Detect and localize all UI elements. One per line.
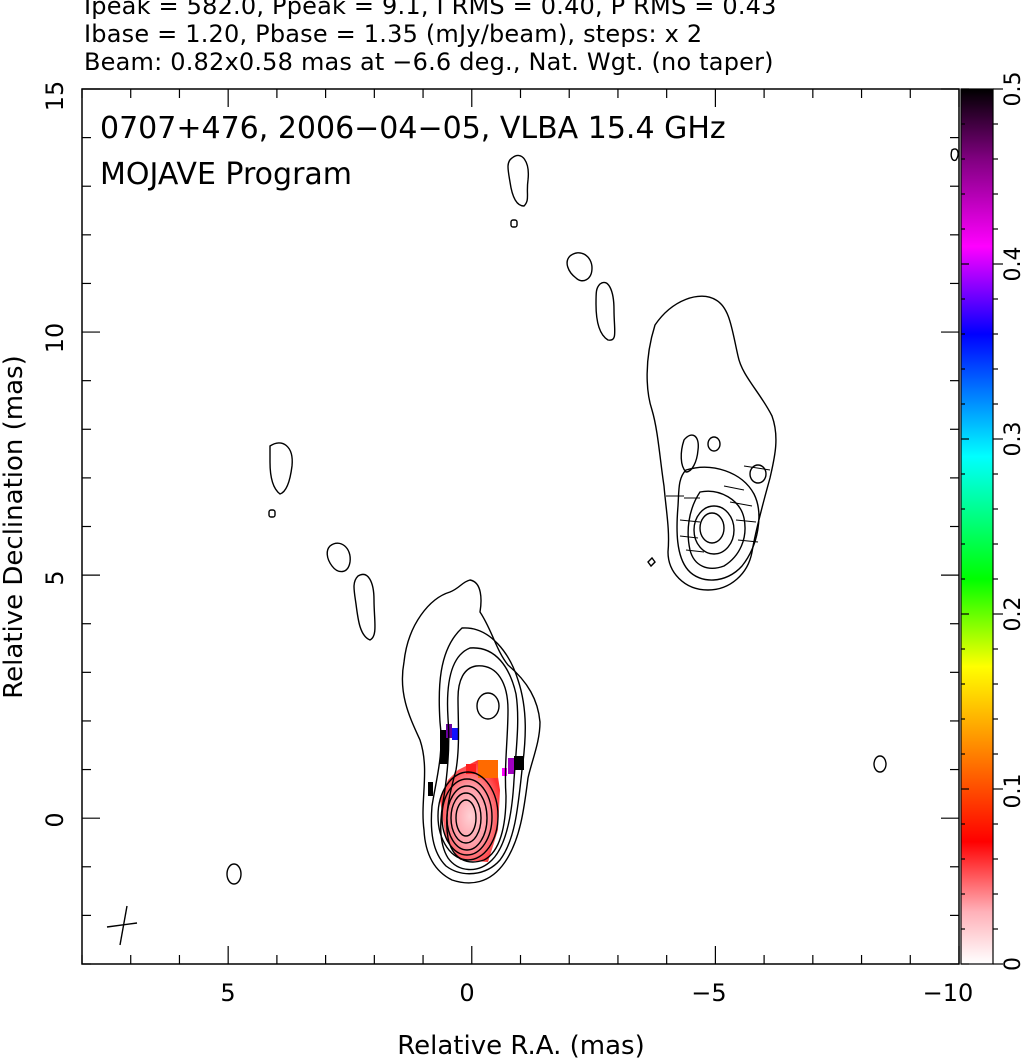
contour-small-blob (707, 436, 721, 452)
contour-island-11 (950, 148, 959, 162)
y-tick-label: 15 (41, 81, 69, 112)
polarization-map (428, 724, 524, 862)
colorbar-ticks (961, 88, 1003, 965)
contour-island-6 (268, 509, 276, 518)
x-axis-ticks (81, 89, 960, 964)
contour-outer-jet-2 (676, 466, 760, 581)
chart-subtitle: MOJAVE Program (100, 157, 352, 192)
contour-outer-jet-3 (687, 490, 746, 569)
x-tick-label: 5 (220, 979, 235, 1007)
contour-core-7 (446, 785, 488, 851)
contour-level-2 (430, 627, 526, 875)
contour-core-6 (441, 778, 493, 856)
contour-blob-right (749, 464, 767, 484)
contour-level-4 (446, 665, 509, 863)
evpa-vectors (666, 465, 771, 553)
contour-core-9 (455, 799, 477, 837)
y-axis-label: Relative Declination (mas) (0, 355, 29, 698)
colorbar-label: 0 (1001, 957, 1021, 971)
x-tick-label: 0 (459, 979, 474, 1007)
contour-island-1 (507, 154, 529, 207)
y-tick-label: 10 (41, 323, 69, 354)
contour-island-3 (566, 252, 593, 282)
contour-core-8 (450, 792, 482, 844)
y-tick-label: 0 (41, 812, 69, 827)
colorbar-label: 0.3 (1001, 422, 1021, 457)
colorbar: 0 0.1 0.2 0.3 0.4 0.5 (960, 72, 1021, 971)
contour-island-2 (510, 219, 518, 228)
header-stats-line: Ipeak = 582.0, Ppeak = 9.1, I RMS = 0.40… (84, 0, 777, 20)
intensity-contours (226, 148, 959, 885)
contour-island-12 (647, 556, 656, 568)
header-base-line: Ibase = 1.20, Pbase = 1.35 (mJy/beam), s… (84, 20, 703, 48)
x-tick-labels: 5 0 −5 −10 (220, 979, 973, 1007)
x-tick-label: −10 (923, 979, 974, 1007)
contour-core-5 (437, 771, 499, 861)
y-axis-ticks (82, 88, 959, 965)
y-tick-label: 5 (41, 570, 69, 585)
contour-inner-knot (476, 692, 500, 720)
contour-outer-jet-knot (680, 434, 699, 473)
contour-outer-jet-5 (699, 512, 725, 544)
colorbar-label: 0.4 (1001, 247, 1021, 282)
contour-island-4 (595, 281, 616, 341)
contour-core-outer (401, 579, 541, 884)
contour-island-8 (353, 573, 376, 641)
contour-island-9 (226, 863, 242, 885)
contour-outer-jet-1 (646, 295, 777, 591)
colorbar-label: 0.1 (1001, 774, 1021, 809)
y-tick-labels: 0 5 10 15 (41, 81, 69, 828)
x-axis-label: Relative R.A. (mas) (397, 1031, 644, 1060)
contour-island-5 (269, 442, 293, 495)
chart-title: 0707+476, 2006−04−05, VLBA 15.4 GHz (100, 111, 726, 146)
plot-frame (81, 88, 960, 965)
contour-island-7 (326, 542, 351, 573)
header-beam-line: Beam: 0.82x0.58 mas at −6.6 deg., Nat. W… (84, 48, 774, 76)
colorbar-label: 0.2 (1001, 597, 1021, 632)
contour-outer-jet-4 (693, 505, 735, 555)
contour-island-10 (873, 755, 887, 773)
beam-cross (106, 905, 138, 946)
colorbar-gradient (960, 88, 994, 965)
contour-level-3 (440, 647, 519, 871)
x-tick-label: −5 (691, 979, 726, 1007)
colorbar-label: 0.5 (1001, 72, 1021, 107)
